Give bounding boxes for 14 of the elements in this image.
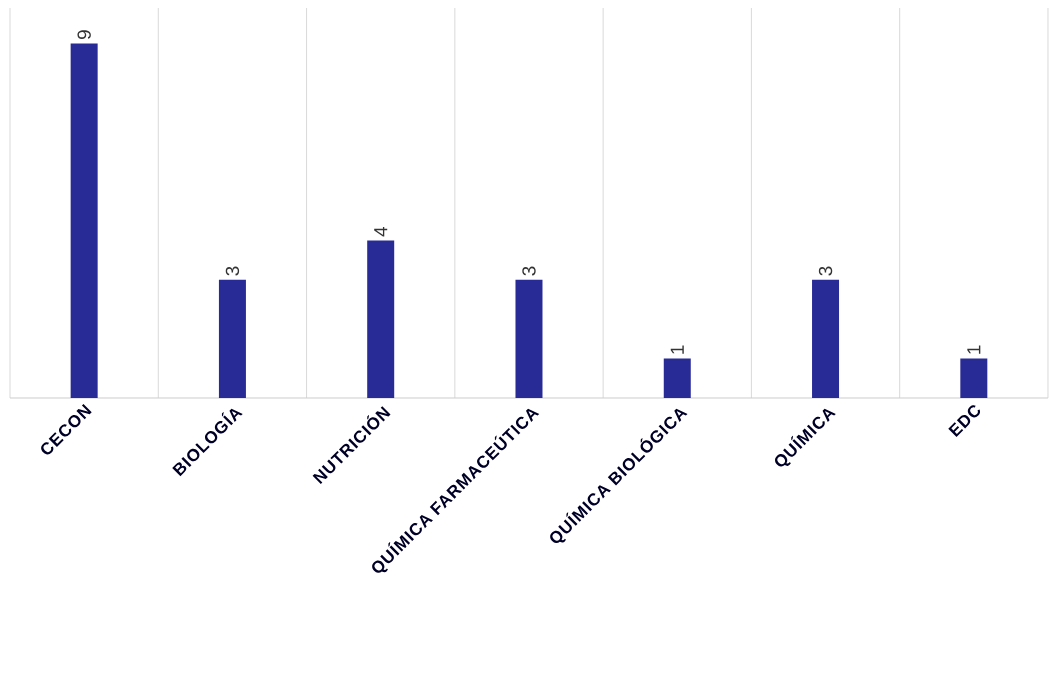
bar xyxy=(663,358,691,398)
data-label: 4 xyxy=(374,226,388,237)
data-label: 3 xyxy=(522,266,536,276)
data-label: 1 xyxy=(670,345,684,354)
data-label: 1 xyxy=(967,345,981,354)
data-label: 9 xyxy=(77,30,91,40)
bar xyxy=(960,358,988,398)
data-label: 3 xyxy=(225,266,240,276)
bar xyxy=(515,279,543,398)
bar xyxy=(218,279,246,398)
bar xyxy=(367,240,395,398)
data-label: 3 xyxy=(818,266,833,276)
bar xyxy=(70,43,98,398)
bar xyxy=(812,279,840,398)
